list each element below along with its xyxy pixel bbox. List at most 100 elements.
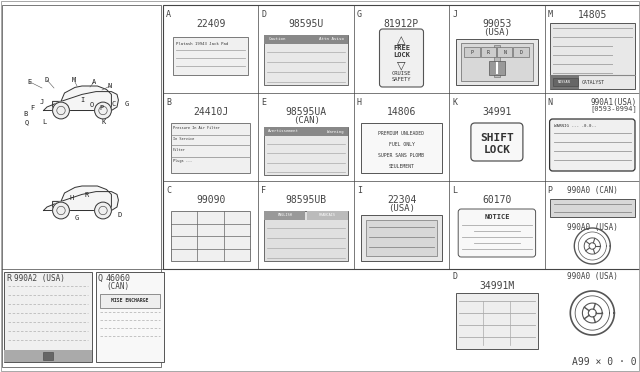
Text: D: D bbox=[520, 49, 522, 55]
Circle shape bbox=[95, 102, 111, 119]
Text: K: K bbox=[452, 98, 457, 107]
Text: N: N bbox=[108, 83, 112, 89]
Text: O: O bbox=[90, 102, 94, 108]
Text: 24410J: 24410J bbox=[193, 107, 228, 117]
Text: R: R bbox=[85, 192, 89, 198]
Text: M: M bbox=[72, 77, 76, 83]
Bar bbox=[171, 211, 250, 261]
Text: In Service: In Service bbox=[173, 137, 195, 141]
Polygon shape bbox=[44, 92, 118, 110]
Text: R: R bbox=[6, 274, 11, 283]
Text: P: P bbox=[470, 49, 474, 55]
Text: Pressure In Air Filter: Pressure In Air Filter bbox=[173, 126, 220, 130]
Text: E: E bbox=[28, 79, 32, 85]
Bar bbox=[264, 211, 348, 261]
Text: G: G bbox=[125, 101, 129, 107]
Bar bbox=[264, 211, 305, 220]
Bar bbox=[456, 39, 538, 85]
Bar bbox=[264, 127, 348, 175]
Text: FREE: FREE bbox=[393, 45, 410, 51]
Text: A99 × 0 · 0: A99 × 0 · 0 bbox=[572, 357, 637, 367]
Text: Avertissement: Avertissement bbox=[268, 129, 300, 134]
Text: H: H bbox=[70, 195, 74, 201]
Text: NISSAN: NISSAN bbox=[557, 80, 570, 84]
Text: SEULEMENT: SEULEMENT bbox=[388, 164, 415, 169]
FancyBboxPatch shape bbox=[471, 123, 523, 161]
Text: A: A bbox=[166, 10, 171, 19]
Bar bbox=[171, 123, 250, 173]
Bar bbox=[4, 272, 92, 362]
Polygon shape bbox=[52, 186, 111, 211]
Text: I: I bbox=[80, 97, 84, 103]
Text: D: D bbox=[261, 10, 266, 19]
Text: H: H bbox=[357, 98, 362, 107]
Text: (USA): (USA) bbox=[388, 204, 415, 213]
Text: 22409: 22409 bbox=[196, 19, 225, 29]
Text: 60170: 60170 bbox=[482, 195, 511, 205]
Text: Attn Aviso: Attn Aviso bbox=[319, 38, 344, 42]
Bar bbox=[513, 47, 529, 57]
Text: L: L bbox=[452, 186, 457, 195]
Text: 14806: 14806 bbox=[387, 107, 416, 117]
Bar bbox=[456, 293, 538, 349]
Bar bbox=[461, 43, 532, 81]
Text: 98595U: 98595U bbox=[289, 19, 324, 29]
Text: F: F bbox=[261, 186, 266, 195]
Bar bbox=[264, 35, 348, 44]
Text: G: G bbox=[357, 10, 362, 19]
Bar bbox=[264, 35, 348, 85]
FancyBboxPatch shape bbox=[550, 119, 635, 171]
Text: 99090: 99090 bbox=[196, 195, 225, 205]
Text: Plugs ---: Plugs --- bbox=[173, 159, 192, 163]
Text: ▽: ▽ bbox=[397, 60, 406, 70]
Bar bbox=[464, 47, 479, 57]
Text: CATALYST: CATALYST bbox=[582, 80, 605, 84]
Text: F: F bbox=[30, 105, 34, 111]
Text: SHIFT: SHIFT bbox=[480, 133, 514, 143]
Bar bbox=[497, 47, 512, 57]
Text: Warning: Warning bbox=[327, 129, 344, 134]
Bar bbox=[550, 199, 635, 217]
Text: B: B bbox=[166, 98, 171, 107]
Text: Filter: Filter bbox=[173, 148, 186, 152]
Bar bbox=[43, 352, 53, 360]
Text: K: K bbox=[102, 119, 106, 125]
Bar bbox=[489, 61, 505, 75]
Text: 990A0 (USA): 990A0 (USA) bbox=[567, 223, 618, 232]
Bar bbox=[173, 37, 248, 75]
Bar bbox=[4, 350, 92, 362]
Text: 34991M: 34991M bbox=[479, 281, 515, 291]
Bar bbox=[2, 5, 161, 367]
Text: △: △ bbox=[397, 35, 406, 45]
Bar bbox=[96, 272, 164, 362]
Text: ENGLISH: ENGLISH bbox=[278, 214, 292, 218]
Text: SAFETY: SAFETY bbox=[392, 77, 412, 82]
Text: 99053: 99053 bbox=[482, 19, 511, 29]
Bar bbox=[494, 45, 500, 77]
Bar bbox=[550, 23, 635, 89]
Text: [0593-0994]: [0593-0994] bbox=[590, 105, 637, 112]
Text: 98595UA: 98595UA bbox=[285, 107, 326, 117]
Text: PREMIUM UNLEADED: PREMIUM UNLEADED bbox=[378, 131, 424, 136]
Text: D: D bbox=[45, 77, 49, 83]
Polygon shape bbox=[44, 192, 118, 211]
Text: 990A0 (CAN): 990A0 (CAN) bbox=[567, 186, 618, 195]
Text: FUEL ONLY: FUEL ONLY bbox=[388, 142, 415, 147]
Circle shape bbox=[52, 202, 69, 219]
Text: R: R bbox=[487, 49, 490, 55]
Text: 98595UB: 98595UB bbox=[285, 195, 326, 205]
Text: 990A2 (USA): 990A2 (USA) bbox=[14, 274, 65, 283]
Text: J: J bbox=[40, 99, 44, 105]
Text: 46060: 46060 bbox=[106, 274, 131, 283]
Text: N: N bbox=[548, 98, 552, 107]
Text: A: A bbox=[92, 79, 96, 85]
Text: LOCK: LOCK bbox=[483, 145, 511, 155]
Text: L: L bbox=[42, 119, 46, 125]
Text: I: I bbox=[357, 186, 362, 195]
Text: 990A1(USA): 990A1(USA) bbox=[591, 98, 637, 107]
Text: 14805: 14805 bbox=[578, 10, 607, 20]
Text: Caution: Caution bbox=[268, 38, 286, 42]
Text: Platash 19943 Jack Pad: Platash 19943 Jack Pad bbox=[176, 42, 228, 46]
Text: Q: Q bbox=[25, 119, 29, 125]
Bar bbox=[366, 220, 437, 256]
